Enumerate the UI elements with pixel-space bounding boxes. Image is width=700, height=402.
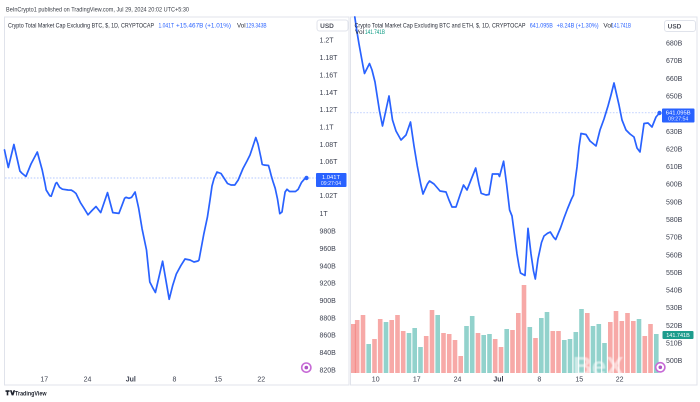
- svg-text:Vol: Vol: [603, 23, 613, 30]
- svg-text:570B: 570B: [666, 235, 683, 242]
- svg-text:10: 10: [372, 377, 380, 384]
- svg-text:15: 15: [214, 377, 222, 384]
- svg-text:Crypto Total Market Cap Exclud: Crypto Total Market Cap Excluding BTC, $…: [8, 23, 154, 30]
- svg-text:09:27:54: 09:27:54: [668, 117, 688, 123]
- svg-text:1.16T: 1.16T: [320, 72, 339, 79]
- svg-text:550B: 550B: [666, 270, 683, 277]
- svg-text:1.06T: 1.06T: [320, 159, 339, 166]
- svg-text:610B: 610B: [666, 164, 683, 171]
- svg-text:1.041T: 1.041T: [159, 23, 175, 30]
- svg-text:24: 24: [454, 377, 462, 384]
- svg-text:129.343B: 129.343B: [246, 23, 267, 30]
- svg-text:TradingView: TradingView: [15, 390, 47, 397]
- svg-text:840B: 840B: [320, 350, 337, 357]
- svg-text:650B: 650B: [666, 94, 683, 101]
- svg-text:15: 15: [575, 377, 583, 384]
- svg-text:820B: 820B: [320, 367, 337, 374]
- svg-text:USD: USD: [320, 23, 334, 30]
- svg-text:520B: 520B: [666, 323, 683, 330]
- svg-text:1.1T: 1.1T: [320, 125, 335, 132]
- svg-text:630B: 630B: [666, 129, 683, 136]
- svg-text:Vol: Vol: [355, 29, 365, 36]
- svg-text:500B: 500B: [666, 358, 683, 365]
- svg-text:1.18T: 1.18T: [320, 55, 339, 62]
- svg-text:620B: 620B: [666, 146, 683, 153]
- svg-text:17: 17: [413, 377, 421, 384]
- svg-text:920B: 920B: [320, 281, 337, 288]
- svg-text:940B: 940B: [320, 263, 337, 270]
- svg-text:141.741B: 141.741B: [365, 29, 385, 36]
- svg-text:680B: 680B: [666, 41, 683, 48]
- svg-text:141.741B: 141.741B: [666, 333, 690, 339]
- svg-text:600B: 600B: [666, 182, 683, 189]
- svg-text:670B: 670B: [666, 58, 683, 65]
- svg-text:960B: 960B: [320, 246, 337, 253]
- svg-text:1.041T: 1.041T: [322, 175, 341, 181]
- svg-text:22: 22: [257, 377, 265, 384]
- svg-text:22: 22: [616, 377, 624, 384]
- svg-text:1T: 1T: [320, 211, 329, 218]
- svg-text:530B: 530B: [666, 305, 683, 312]
- svg-text:09:27:04: 09:27:04: [321, 181, 341, 187]
- svg-text:8: 8: [537, 377, 541, 384]
- svg-text:641.095B: 641.095B: [530, 23, 553, 30]
- svg-text:Jul: Jul: [126, 377, 136, 384]
- svg-text:540B: 540B: [666, 288, 683, 295]
- svg-text:141.741B: 141.741B: [612, 23, 632, 30]
- svg-text:880B: 880B: [320, 315, 337, 322]
- svg-text:641.095B: 641.095B: [666, 110, 691, 116]
- svg-text:+15.467B (+1.01%): +15.467B (+1.01%): [176, 23, 231, 30]
- svg-text:BeX: BeX: [573, 351, 624, 381]
- svg-text:1.08T: 1.08T: [320, 142, 339, 149]
- svg-text:Jul: Jul: [493, 377, 503, 384]
- svg-text:660B: 660B: [666, 76, 683, 83]
- svg-text:8: 8: [172, 377, 176, 384]
- svg-text:580B: 580B: [666, 217, 683, 224]
- svg-text:510B: 510B: [666, 341, 683, 348]
- svg-text:1.14T: 1.14T: [320, 90, 339, 97]
- svg-text:560B: 560B: [666, 252, 683, 259]
- svg-text:Vol: Vol: [237, 23, 246, 30]
- svg-text:17: 17: [40, 377, 48, 384]
- svg-text:590B: 590B: [666, 199, 683, 206]
- svg-text:1.12T: 1.12T: [320, 107, 339, 114]
- svg-text:+8.24B (+1.30%): +8.24B (+1.30%): [557, 23, 599, 30]
- svg-text:1.02T: 1.02T: [320, 193, 339, 200]
- svg-text:Crypto Total Market Cap Exclud: Crypto Total Market Cap Excluding BTC an…: [355, 23, 526, 30]
- svg-text:BeInCrypto1 published on Tradi: BeInCrypto1 published on TradingView.com…: [6, 7, 189, 14]
- svg-text:24: 24: [84, 377, 92, 384]
- svg-text:USD: USD: [668, 23, 682, 30]
- svg-text:980B: 980B: [320, 229, 337, 236]
- svg-text:1.2T: 1.2T: [320, 38, 335, 45]
- svg-text:900B: 900B: [320, 298, 337, 305]
- svg-text:860B: 860B: [320, 333, 337, 340]
